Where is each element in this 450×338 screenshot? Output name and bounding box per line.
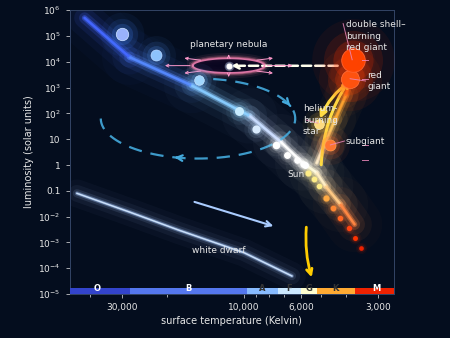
Text: G: G	[306, 284, 312, 293]
Text: K: K	[333, 284, 339, 293]
Text: red
giant: red giant	[367, 71, 391, 91]
Bar	[278, 288, 301, 294]
Text: double shell–
burning
red giant: double shell– burning red giant	[346, 20, 405, 52]
Bar	[355, 288, 398, 294]
X-axis label: surface temperature (Kelvin): surface temperature (Kelvin)	[161, 316, 302, 326]
Text: subgiant: subgiant	[346, 137, 385, 146]
Bar	[130, 288, 247, 294]
Bar	[317, 288, 355, 294]
Text: F: F	[286, 284, 292, 293]
Text: B: B	[185, 284, 191, 293]
Bar	[65, 288, 130, 294]
Text: planetary nebula: planetary nebula	[190, 40, 267, 49]
Text: helium-
burning
star: helium- burning star	[303, 104, 338, 136]
Text: O: O	[94, 284, 101, 293]
Text: white dwarf: white dwarf	[192, 246, 245, 255]
Y-axis label: luminosity (solar units): luminosity (solar units)	[24, 96, 34, 209]
Text: A: A	[259, 284, 266, 293]
Text: M: M	[372, 284, 380, 293]
Bar	[301, 288, 317, 294]
Bar	[247, 288, 278, 294]
Text: Sun: Sun	[287, 170, 304, 179]
Polygon shape	[193, 58, 265, 73]
